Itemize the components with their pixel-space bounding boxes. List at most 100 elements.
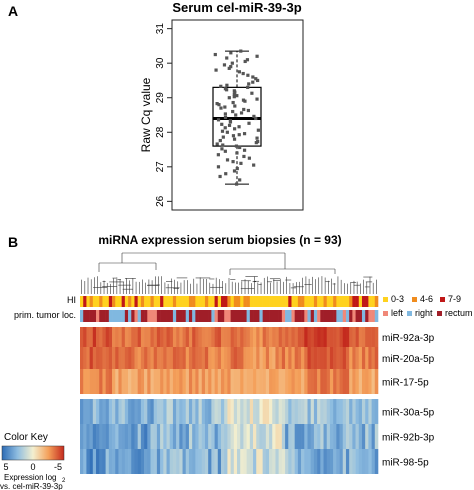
color-key: Color Key 5 0 -5 Expression log 2 vs. ce… — [0, 432, 66, 490]
hi-annotation-cell — [121, 296, 126, 307]
heatmap-cell — [336, 424, 340, 449]
location-annotation-cell — [278, 310, 283, 322]
heatmap-cell — [323, 369, 328, 394]
data-point — [223, 115, 228, 120]
heatmap-cell — [214, 424, 219, 449]
heatmap-cell — [121, 424, 126, 449]
hi-annotation-cell — [333, 296, 337, 307]
heatmap-cell — [153, 347, 158, 369]
data-point — [245, 58, 250, 62]
heatmap-cell — [198, 424, 203, 449]
heatmap-cell — [256, 347, 260, 369]
heatmap-cell — [336, 399, 340, 424]
y-tick-label: 26 — [155, 195, 166, 207]
heatmap-cell — [304, 449, 308, 474]
hi-annotation-cell — [185, 296, 190, 307]
heatmap-cell — [214, 347, 219, 369]
heatmap-cell — [83, 347, 87, 369]
heatmap-cell — [214, 399, 219, 424]
heatmap-cell — [230, 369, 235, 394]
location-annotation-cell — [272, 310, 276, 322]
heatmap-cell — [371, 369, 376, 394]
heatmap-cell — [80, 424, 84, 449]
hi-annotation-cell — [285, 296, 289, 307]
location-annotation-cell — [227, 310, 231, 322]
heatmap-cell — [310, 327, 315, 347]
heatmap-cell — [285, 449, 289, 474]
heatmap-cell — [326, 449, 331, 474]
heatmap-cell — [217, 449, 222, 474]
heatmap-cell — [224, 399, 228, 424]
heatmap-cell — [144, 399, 148, 424]
heatmap-cell — [134, 399, 138, 424]
heatmap-cell — [361, 449, 366, 474]
heatmap-cell — [166, 449, 171, 474]
heatmap-cell — [240, 399, 244, 424]
heatmap-cell — [115, 399, 119, 424]
heatmap-cell — [237, 347, 241, 369]
hi-annotation-cell — [144, 296, 148, 307]
heatmap-cell — [246, 424, 251, 449]
heatmap-cell — [160, 327, 164, 347]
heatmap-cell — [256, 327, 260, 347]
heatmap-cell — [243, 369, 247, 394]
heatmap-cell — [237, 399, 241, 424]
heatmap-cell — [301, 449, 305, 474]
heatmap-cell — [134, 327, 138, 347]
heatmap-cell — [269, 424, 273, 449]
heatmap-cell — [224, 347, 228, 369]
heatmap-cell — [368, 347, 372, 369]
heatmap-cell — [374, 424, 379, 449]
heatmap-cell — [307, 369, 312, 394]
heatmap-cell — [374, 449, 379, 474]
heatmap-cell — [304, 399, 308, 424]
heatmap-cell — [144, 369, 148, 394]
heatmap-cell — [121, 449, 126, 474]
heatmap-cell — [278, 347, 283, 369]
boxplot-title: Serum cel-miR-39-3p — [172, 0, 301, 15]
heatmap-cell — [285, 399, 289, 424]
hi-legend-label-1: 0-3 — [391, 294, 404, 304]
heatmap-cell — [355, 347, 360, 369]
heatmap-cell — [214, 327, 219, 347]
loc-legend-label-right: right — [415, 308, 433, 318]
heatmap-cell — [297, 347, 302, 369]
heatmap-cell — [259, 369, 263, 394]
data-point — [234, 144, 239, 148]
data-point — [237, 70, 241, 74]
hi-annotation-cell — [211, 296, 215, 307]
heatmap-cell — [147, 424, 151, 449]
heatmap-cell — [105, 449, 110, 474]
heatmap-cell — [233, 347, 238, 369]
heatmap-cell — [156, 449, 161, 474]
heatmap-cell — [326, 399, 331, 424]
heatmap-cell — [99, 399, 103, 424]
heatmap-cell — [176, 449, 180, 474]
location-annotation-cell — [118, 310, 122, 322]
data-point — [223, 126, 227, 130]
heatmap-cell — [128, 449, 132, 474]
heatmap-cell — [275, 347, 279, 369]
heatmap-cell — [243, 327, 247, 347]
heatmap-cell — [259, 449, 263, 474]
location-annotation-cell — [281, 310, 286, 322]
data-point — [227, 123, 232, 127]
heatmap-cell — [262, 369, 267, 394]
heatmap-cell — [262, 399, 267, 424]
color-key-title: Color Key — [4, 432, 48, 443]
heatmap-cell — [297, 327, 302, 347]
heatmap-cell — [156, 369, 161, 394]
color-key-tick-minus5: -5 — [54, 462, 62, 472]
heatmap-cell — [233, 369, 238, 394]
heatmap-cell — [317, 399, 321, 424]
heatmap-cell — [256, 369, 260, 394]
heatmap-cell — [211, 399, 215, 424]
location-annotation-cell — [349, 310, 353, 322]
location-annotation-cell — [163, 310, 167, 322]
heatmap-cell — [265, 369, 270, 394]
heatmap-cell — [249, 327, 254, 347]
heatmap-cell — [291, 369, 295, 394]
heatmap-cell — [188, 327, 193, 347]
heatmap-cell — [182, 369, 187, 394]
heatmap-cell — [233, 449, 238, 474]
